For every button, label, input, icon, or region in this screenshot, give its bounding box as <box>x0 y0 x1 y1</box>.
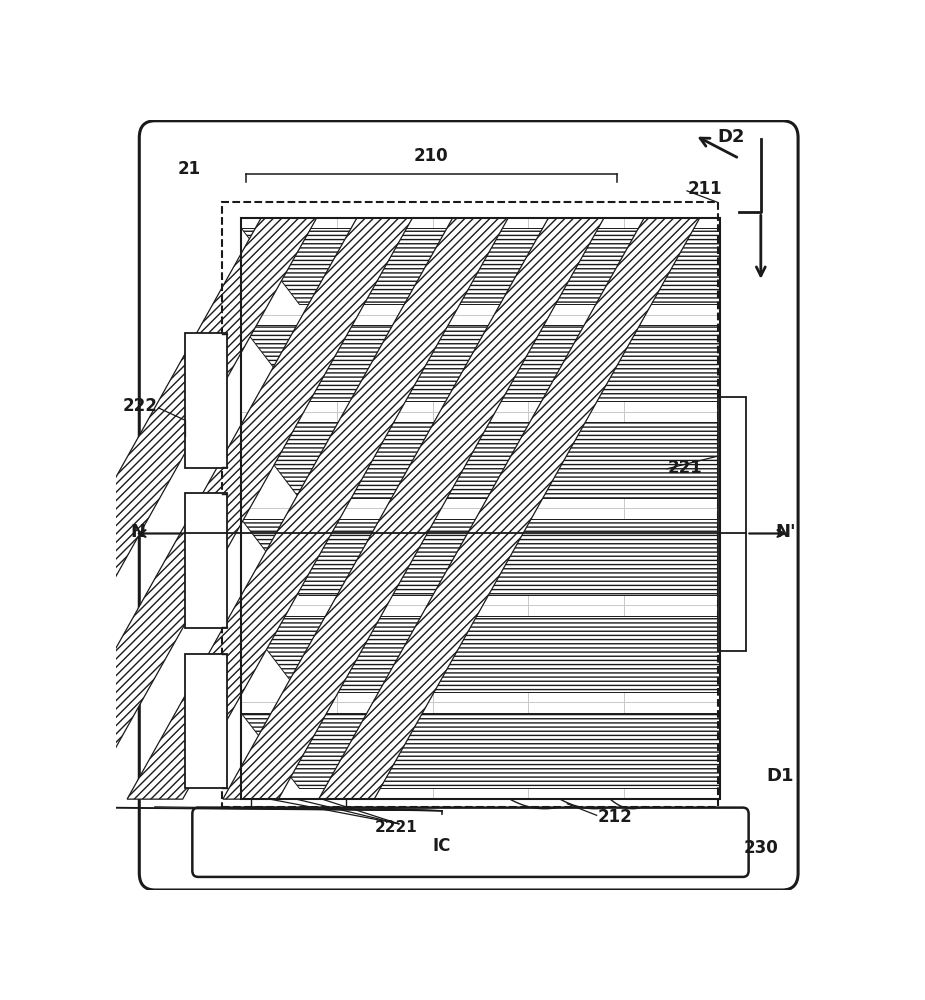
FancyBboxPatch shape <box>192 808 748 877</box>
Bar <box>222 202 718 807</box>
Polygon shape <box>241 422 720 498</box>
Bar <box>241 218 720 799</box>
Text: 222: 222 <box>122 397 157 415</box>
Polygon shape <box>223 218 604 799</box>
Bar <box>185 333 227 468</box>
Bar <box>718 397 746 651</box>
Text: 221: 221 <box>668 459 702 477</box>
Text: 230: 230 <box>744 839 778 857</box>
Text: D1: D1 <box>767 767 794 785</box>
Polygon shape <box>241 616 720 692</box>
Text: IC: IC <box>433 837 451 855</box>
Text: N: N <box>130 523 145 541</box>
Text: 21: 21 <box>178 160 201 178</box>
Polygon shape <box>241 325 720 401</box>
Text: 2221: 2221 <box>376 820 418 835</box>
Polygon shape <box>31 218 413 799</box>
Bar <box>185 493 227 628</box>
Polygon shape <box>0 218 316 799</box>
Text: D2: D2 <box>718 128 746 146</box>
Polygon shape <box>241 713 720 788</box>
FancyBboxPatch shape <box>140 121 798 890</box>
Polygon shape <box>241 228 720 304</box>
Polygon shape <box>241 519 720 595</box>
Bar <box>185 654 227 788</box>
Polygon shape <box>127 218 509 799</box>
Text: 212: 212 <box>598 808 632 826</box>
Polygon shape <box>318 218 700 799</box>
Text: 210: 210 <box>413 147 449 165</box>
Text: N': N' <box>775 523 796 541</box>
Text: 211: 211 <box>687 180 722 198</box>
